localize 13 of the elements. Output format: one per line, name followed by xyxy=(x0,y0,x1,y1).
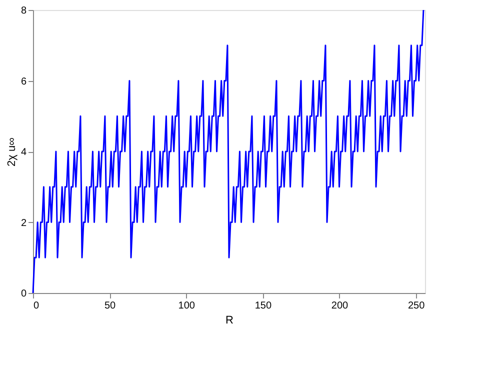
x-tick-label: 50 xyxy=(104,300,116,312)
y-tick-label: 0 xyxy=(20,288,27,300)
y-tick-label: 4 xyxy=(20,147,27,158)
x-tick-label: 100 xyxy=(178,300,196,312)
x-tick-label: 150 xyxy=(254,300,272,312)
y-axis-title: 2χ u∞ xyxy=(6,137,18,166)
y-tick-label: 6 xyxy=(20,76,27,88)
y-tick-label: 2 xyxy=(20,218,27,229)
x-axis-title: R xyxy=(226,314,234,326)
y-tick-label: 8 xyxy=(20,6,27,16)
x-tick-label: 200 xyxy=(331,300,349,312)
x-tick-label: 250 xyxy=(408,300,426,312)
x-tick-label: 0 xyxy=(34,300,40,312)
